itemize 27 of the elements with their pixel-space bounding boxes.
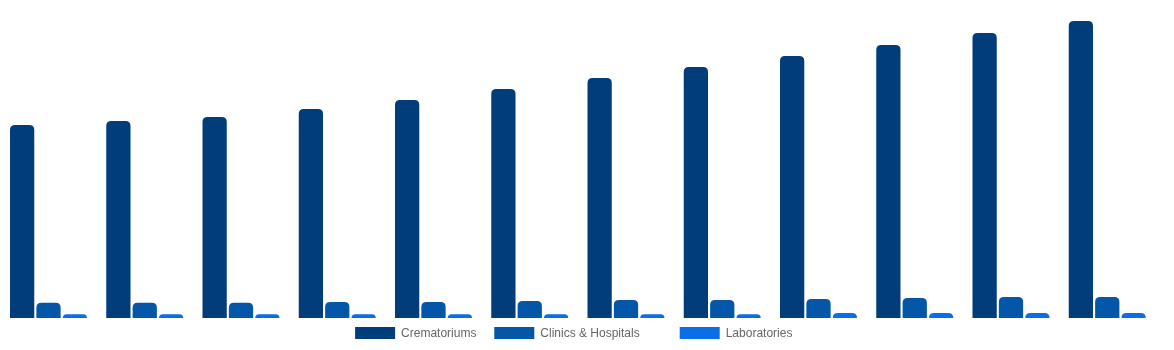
- bar: [780, 56, 805, 318]
- bar: [421, 301, 446, 318]
- bar: [683, 67, 709, 318]
- bar: [132, 302, 157, 318]
- bar: [325, 301, 350, 318]
- bar: [806, 298, 831, 318]
- legend-label: Laboratories: [725, 326, 793, 340]
- legend-label: Clinics & Hospitals: [540, 326, 640, 340]
- bar: [10, 124, 35, 318]
- bar: [902, 298, 927, 318]
- bar: [710, 299, 735, 318]
- bar: [228, 302, 254, 318]
- bar: [587, 78, 612, 318]
- bar: [613, 299, 639, 318]
- bar: [972, 32, 997, 318]
- bar: [491, 89, 516, 318]
- bar: [298, 108, 324, 318]
- bar: [202, 116, 227, 318]
- legend-label: Crematoriums: [401, 326, 477, 340]
- bar: [1095, 296, 1120, 318]
- bar: [36, 302, 61, 318]
- bar: [998, 296, 1024, 318]
- bar: [517, 301, 542, 318]
- bar: [1068, 21, 1094, 318]
- bar: [106, 121, 131, 318]
- bar: [395, 100, 420, 318]
- bar: [876, 45, 901, 318]
